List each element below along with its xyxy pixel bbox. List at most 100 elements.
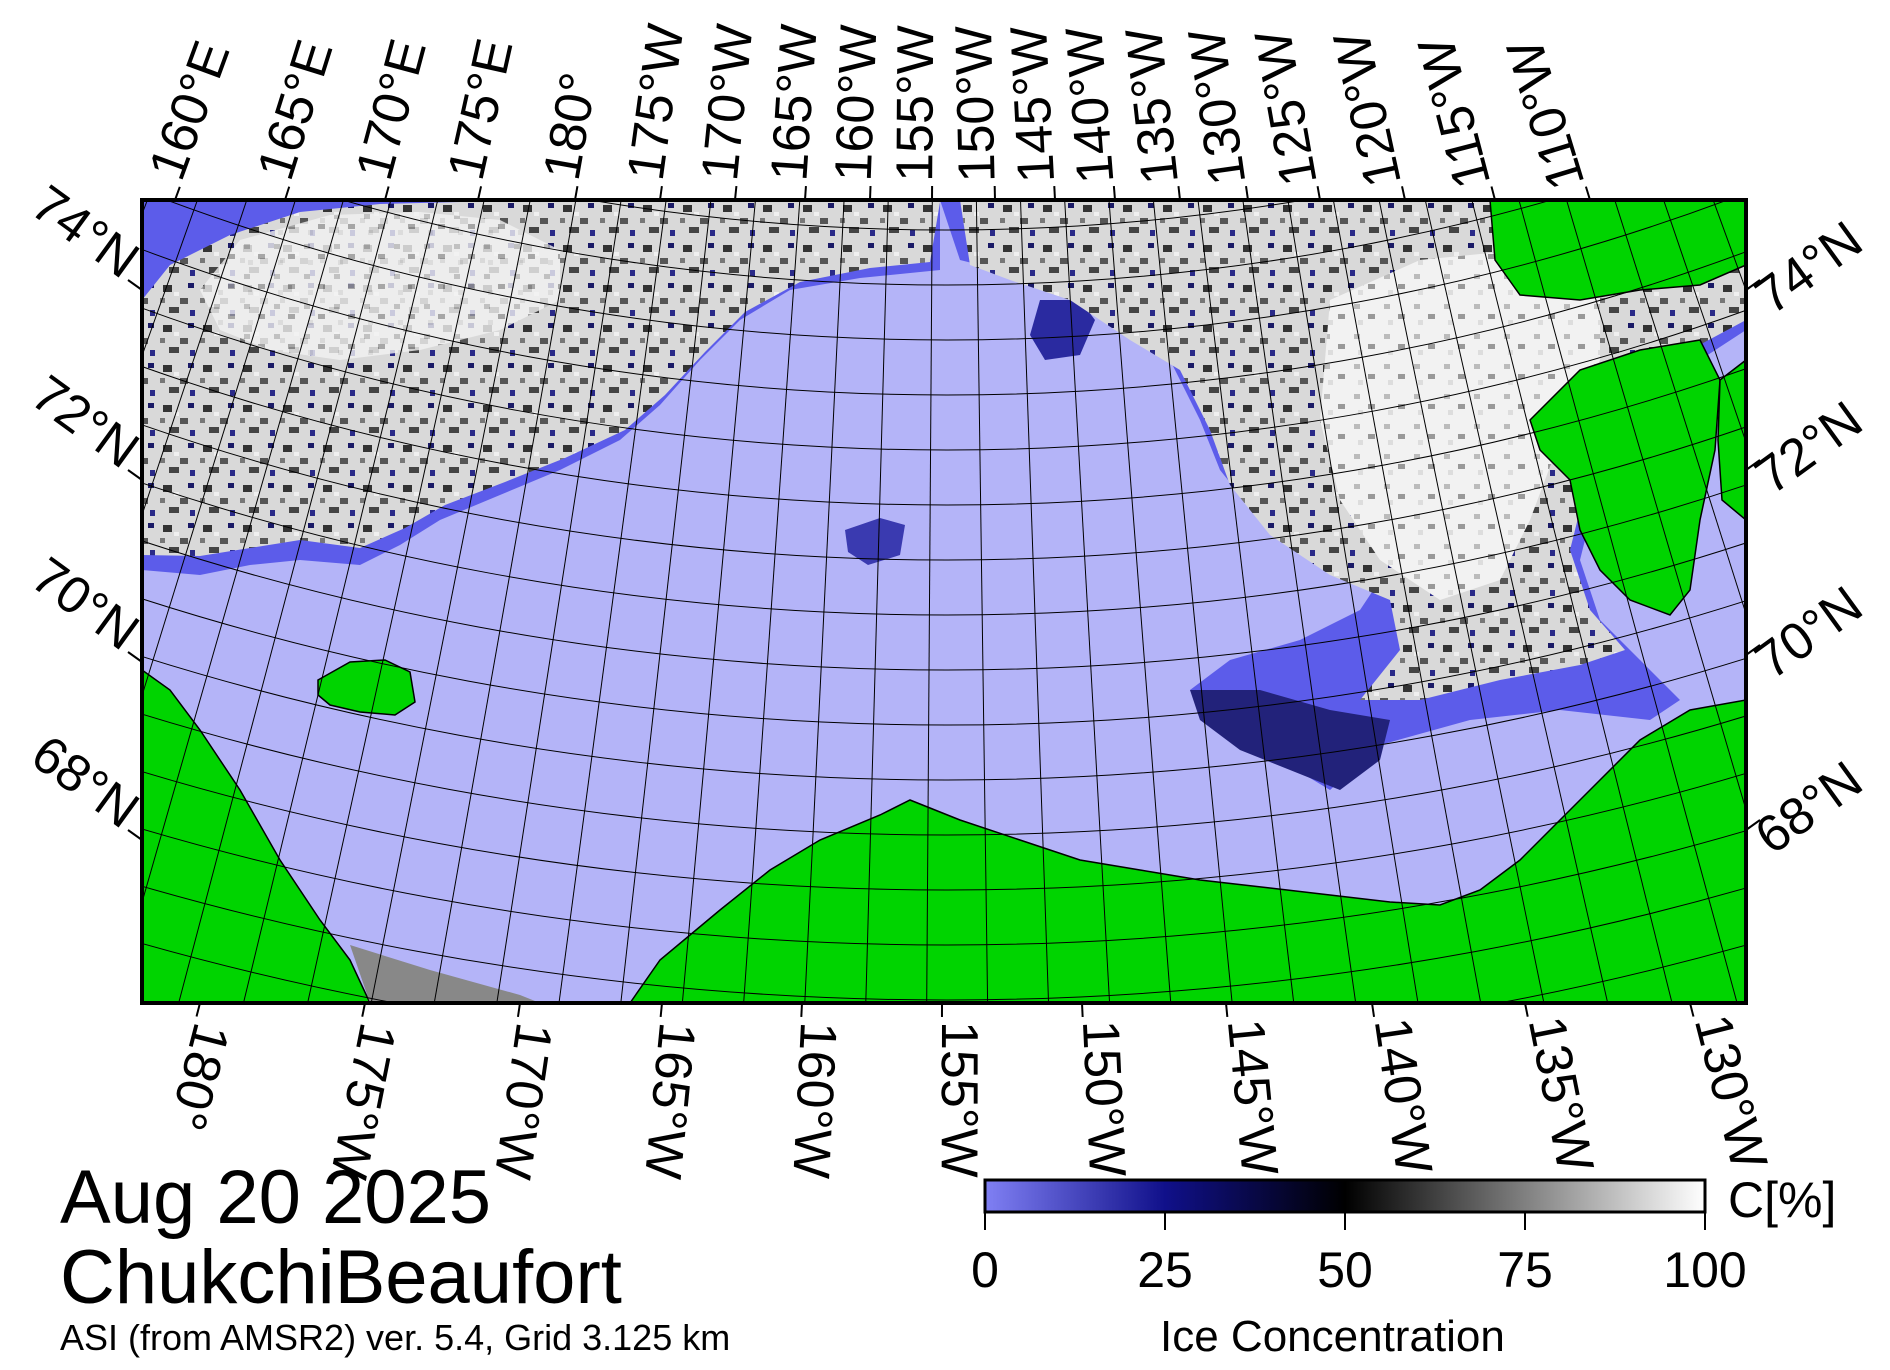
- graticule-label: 70°N: [21, 546, 149, 661]
- graticule-label: 145°W: [1000, 25, 1066, 184]
- graticule-label: 160°E: [138, 34, 241, 188]
- meridian-line: [242, 200, 439, 1003]
- axis-tick: [1745, 644, 1761, 656]
- axis-tick: [477, 186, 483, 201]
- meridian-line: [1020, 200, 1050, 1003]
- graticule-label: 135°W: [1517, 1012, 1604, 1177]
- ice-floe-mid: [845, 518, 905, 565]
- graticule-label: 68°N: [1745, 750, 1873, 865]
- axis-tick: [1745, 819, 1761, 831]
- graticule-label: 72°N: [1745, 390, 1873, 505]
- left-latitude-labels: 74°N 72°N 70°N 68°N: [21, 174, 149, 839]
- meridian-line: [1566, 200, 1746, 812]
- map-date: Aug 20 2025: [60, 1155, 492, 1240]
- graticule-label: 160°W: [781, 1020, 847, 1179]
- graticule-label: 170°E: [345, 33, 438, 185]
- meridian-line: [1064, 200, 1111, 1003]
- meridian-line: [1242, 200, 1357, 1003]
- axis-tick: [127, 829, 143, 841]
- axis-tick: [1745, 459, 1761, 471]
- axis-tick: [1316, 186, 1321, 201]
- graticule-label: 140°W: [1363, 1014, 1443, 1177]
- land-chukotka: [142, 669, 371, 1003]
- data-source-caption: ASI (from AMSR2) ver. 5.4, Grid 3.125 km: [60, 1317, 731, 1358]
- axis-tick: [516, 1002, 521, 1017]
- meridian-line: [1332, 200, 1482, 1003]
- axis-tick: [127, 651, 143, 663]
- meridian-line: [1108, 200, 1172, 1003]
- colorbar-tick-label: 100: [1663, 1242, 1747, 1298]
- meridian-line: [1152, 200, 1233, 1003]
- axis-tick: [284, 186, 291, 201]
- meridian-line: [865, 200, 889, 1003]
- ice-floe-n-central: [1030, 300, 1095, 360]
- land-arctic-islands-ne: [1489, 200, 1746, 301]
- axis-tick: [1053, 185, 1056, 201]
- graticule-label: 175°E: [437, 34, 525, 185]
- meridian-line: [620, 200, 712, 1003]
- axis-tick: [1177, 185, 1181, 201]
- graticule-label: 175°W: [617, 21, 696, 184]
- meridian-line: [1287, 200, 1419, 1003]
- axis-tick: [734, 185, 738, 201]
- top-longitude-labels: 160°E 165°E 170°E 175°E 180° 175°W170°W165°W1…: [138, 21, 1596, 196]
- axis-tick: [869, 185, 872, 201]
- graticule-label: 150°W: [945, 25, 1007, 183]
- graticule-label: 160°W: [825, 24, 889, 183]
- axis-tick: [804, 185, 807, 201]
- graticule-label: 165°W: [760, 23, 828, 183]
- axis-ticks: [127, 185, 1761, 1018]
- axis-tick: [174, 186, 181, 201]
- axis-tick: [195, 1002, 201, 1017]
- meridian-line: [370, 200, 531, 1003]
- ice-coastal-band: [1190, 690, 1390, 790]
- graticule-label: 130°W: [1178, 25, 1258, 188]
- axis-tick: [127, 279, 143, 291]
- graticule-label: 135°W: [1115, 25, 1190, 187]
- graticule: [142, 200, 1746, 1003]
- axis-tick: [1081, 1002, 1084, 1018]
- meridian-line: [681, 200, 756, 1003]
- meridian-line: [496, 200, 622, 1003]
- colorbar-tick-label: 25: [1137, 1242, 1193, 1298]
- graticule-label: 165°E: [247, 33, 345, 186]
- graticule-label: 115°W: [1407, 32, 1502, 194]
- colorbar: [983, 1178, 1707, 1214]
- meridian-line: [1614, 200, 1746, 616]
- right-latitude-labels: 74°N 72°N 70°N 68°N: [1745, 210, 1873, 865]
- colorbar-tick-label: 75: [1497, 1242, 1553, 1298]
- graticule-label: 74°N: [21, 174, 149, 289]
- meridian-line: [558, 200, 667, 1003]
- axis-tick: [574, 186, 579, 201]
- axis-tick: [1371, 1002, 1376, 1017]
- graticule-label: 150°W: [1071, 1019, 1136, 1178]
- graticule-label: 120°W: [1323, 27, 1413, 192]
- axis-tick: [659, 185, 663, 201]
- colorbar-tick-label: 50: [1317, 1242, 1373, 1298]
- meridian-line: [1197, 200, 1295, 1003]
- axis-tick: [1490, 186, 1496, 201]
- meridian-line: [926, 200, 933, 1003]
- map-region: ChukchiBeaufort: [60, 1235, 622, 1320]
- colorbar-tick-label: 0: [971, 1242, 999, 1298]
- graticule-label: 140°W: [1055, 25, 1125, 186]
- axis-tick: [1745, 279, 1761, 291]
- axis-tick: [1524, 1002, 1529, 1017]
- axis-tick: [384, 186, 390, 201]
- graticule-label: 125°W: [1244, 26, 1328, 190]
- meridian-line: [307, 200, 485, 1003]
- meridian-line: [1378, 200, 1545, 1003]
- meridian-line: [1471, 200, 1673, 1003]
- no-data-region: [350, 945, 540, 1003]
- land-banks-island: [1529, 339, 1721, 616]
- colorbar-unit: C[%]: [1728, 1172, 1837, 1228]
- graticule-label: 155°W: [930, 1021, 988, 1178]
- graticule-label: 74°N: [1745, 210, 1873, 325]
- graticule-label: 170°W: [691, 22, 764, 184]
- meridian-line: [804, 200, 845, 1003]
- meridian-line: [743, 200, 801, 1003]
- graticule-label: 145°W: [1216, 1017, 1289, 1178]
- map-frame: [140, 198, 1748, 1005]
- graticule-label: 155°W: [886, 25, 945, 182]
